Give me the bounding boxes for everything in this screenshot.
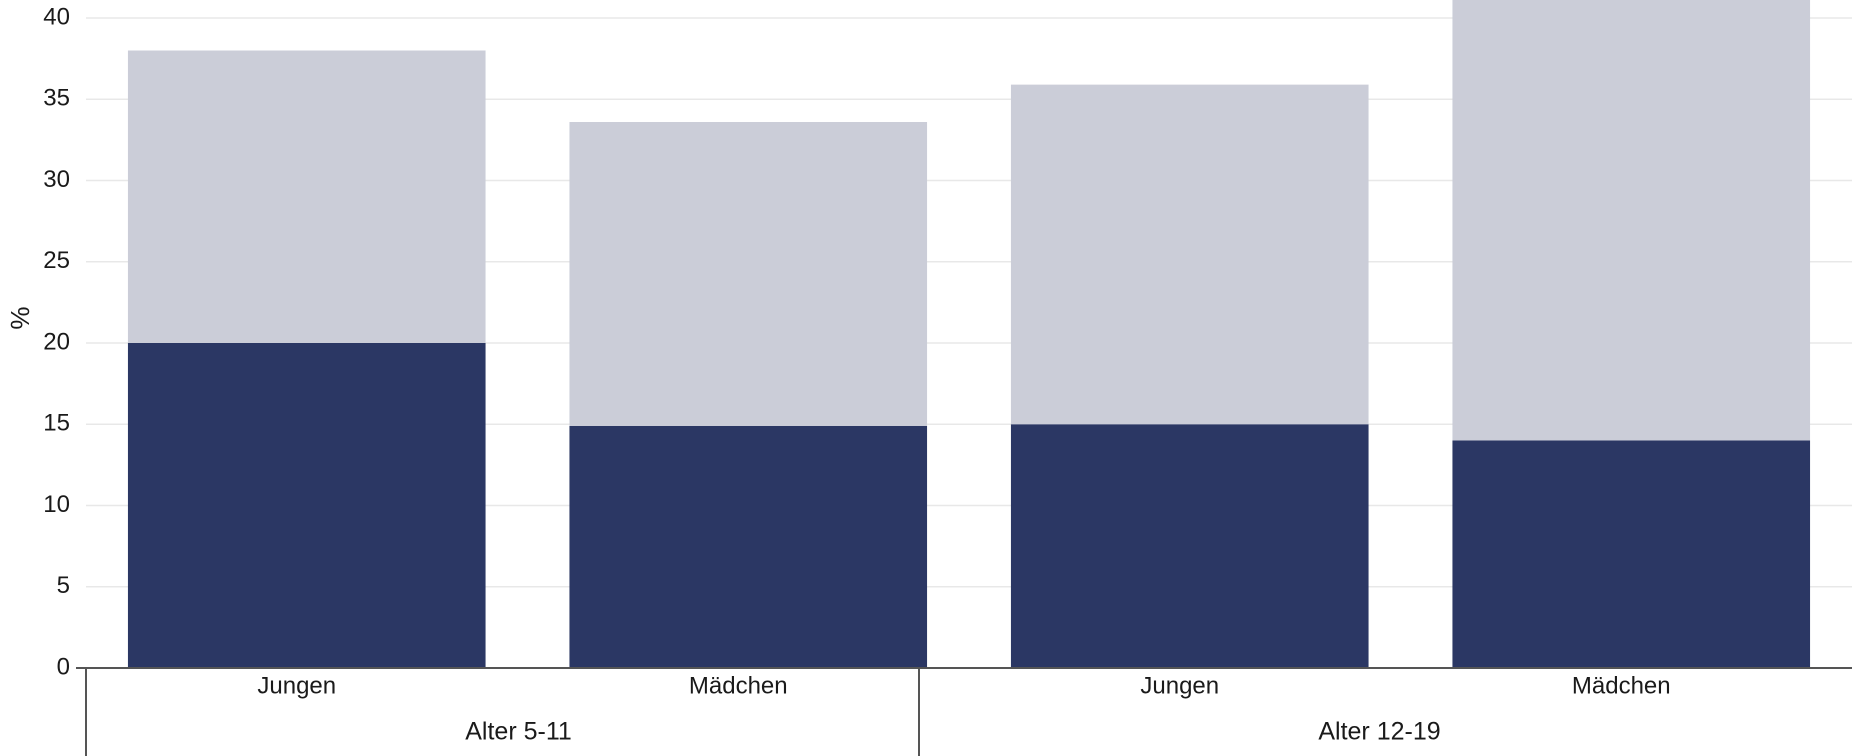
category-label: Jungen	[257, 672, 336, 699]
y-tick-label: 25	[43, 247, 70, 274]
bar-1-segment-1	[127, 343, 486, 668]
axes	[76, 667, 1852, 756]
y-axis-label: %	[5, 306, 35, 329]
group-label: Alter 5-11	[465, 718, 572, 746]
bar-3-segment-2	[1010, 84, 1369, 425]
y-axis-ticks: 0 5 10 15 20 25 30 35 40	[43, 3, 70, 680]
bar-2-segment-1	[569, 425, 928, 668]
y-tick-label: 20	[43, 328, 70, 355]
bar-4-segment-2	[1452, 0, 1811, 441]
category-label: Jungen	[1140, 672, 1219, 699]
bar-2-segment-2	[569, 122, 928, 426]
bars	[127, 0, 1811, 668]
y-tick-label: 5	[57, 572, 70, 599]
x-axis-labels: Jungen Mädchen Jungen Mädchen Alter 5-11 Alte…	[257, 672, 1670, 745]
bar-3-segment-1	[1010, 424, 1369, 668]
bar-1-segment-2	[127, 50, 486, 343]
y-tick-label: 10	[43, 491, 70, 518]
y-tick-label: 15	[43, 410, 70, 437]
y-tick-label: 35	[43, 85, 70, 112]
y-tick-label: 40	[43, 3, 70, 30]
bar-4-segment-1	[1452, 440, 1811, 668]
category-label: Mädchen	[1572, 672, 1671, 699]
y-tick-label: 30	[43, 166, 70, 193]
y-tick-label: 0	[57, 653, 70, 680]
category-label: Mädchen	[689, 672, 788, 699]
group-label: Alter 12-19	[1318, 718, 1440, 746]
